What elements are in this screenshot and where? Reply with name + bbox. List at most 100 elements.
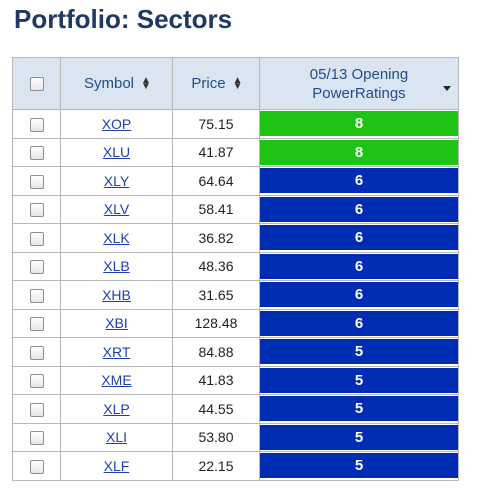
row-select-cell [12, 365, 61, 395]
symbol-link[interactable]: XME [101, 372, 132, 389]
price-cell: 48.36 [172, 251, 260, 281]
symbol-link[interactable]: XLV [103, 201, 130, 218]
row-select-cell [12, 109, 61, 139]
row-checkbox[interactable] [29, 174, 44, 189]
table-row: XRT 84.88 5 [12, 337, 459, 367]
row-checkbox[interactable] [29, 231, 44, 246]
powerrating-badge: 6 [260, 225, 458, 251]
powerrating-badge: 6 [260, 282, 458, 308]
powerrating-cell: 5 [259, 337, 459, 367]
table-row: XBI 128.48 6 [12, 308, 459, 338]
symbol-cell: XLF [60, 451, 173, 481]
row-checkbox[interactable] [29, 146, 44, 161]
row-checkbox[interactable] [29, 431, 44, 446]
price-cell: 128.48 [172, 308, 260, 338]
powerrating-badge: 6 [260, 310, 458, 336]
row-select-cell [12, 451, 61, 481]
price-cell: 41.87 [172, 137, 260, 167]
table-row: XOP 75.15 8 [12, 109, 459, 139]
row-select-cell [12, 166, 61, 196]
select-all-header [12, 57, 61, 110]
row-checkbox[interactable] [29, 117, 44, 132]
symbol-link[interactable]: XLP [103, 400, 130, 417]
page-title: Portfolio: Sectors [14, 4, 233, 34]
price-cell: 58.41 [172, 194, 260, 224]
powerrating-cell: 6 [259, 166, 459, 196]
row-checkbox[interactable] [29, 260, 44, 275]
symbol-link[interactable]: XHB [102, 286, 131, 303]
price-cell: 22.15 [172, 451, 260, 481]
sort-icon[interactable]: ▲ ▼ [141, 74, 151, 92]
symbol-cell: XME [60, 365, 173, 395]
row-checkbox[interactable] [29, 288, 44, 303]
powerrating-badge: 5 [260, 424, 458, 450]
powerrating-cell: 6 [259, 194, 459, 224]
symbol-header-label: Symbol [83, 75, 135, 93]
row-select-cell [12, 337, 61, 367]
symbol-link[interactable]: XLI [105, 429, 127, 446]
row-select-cell [12, 394, 61, 424]
powerrating-cell: 5 [259, 394, 459, 424]
symbol-cell: XLY [60, 166, 173, 196]
symbol-link[interactable]: XRT [102, 343, 131, 360]
row-select-cell [12, 137, 61, 167]
row-select-cell [12, 280, 61, 310]
table-body: XOP 75.15 8 XLU 41.87 8 XLY 64.64 6 XLV 58.41 6 XLK 3… [12, 109, 459, 481]
symbol-link[interactable]: XLU [102, 144, 131, 161]
table-row: XME 41.83 5 [12, 365, 459, 395]
price-cell: 36.82 [172, 223, 260, 253]
symbol-link[interactable]: XOP [101, 115, 132, 132]
symbol-cell: XOP [60, 109, 173, 139]
symbol-column-header[interactable]: Symbol ▲ ▼ [60, 57, 173, 110]
row-select-cell [12, 251, 61, 281]
powerrating-cell: 6 [259, 308, 459, 338]
symbol-link[interactable]: XLF [103, 457, 130, 474]
powerrating-cell: 5 [259, 365, 459, 395]
powerrating-cell: 6 [259, 251, 459, 281]
symbol-link[interactable]: XBI [105, 315, 128, 332]
symbol-cell: XLI [60, 422, 173, 452]
symbol-link[interactable]: XLK [103, 229, 130, 246]
powerratings-header-line2: PowerRatings [312, 84, 406, 102]
symbol-link[interactable]: XLB [103, 258, 130, 275]
select-all-checkbox[interactable] [29, 77, 44, 92]
powerrating-badge: 5 [260, 396, 458, 422]
table-row: XHB 31.65 6 [12, 280, 459, 310]
row-checkbox[interactable] [29, 374, 44, 389]
price-cell: 64.64 [172, 166, 260, 196]
symbol-cell: XLV [60, 194, 173, 224]
symbol-cell: XLB [60, 251, 173, 281]
powerrating-cell: 5 [259, 451, 459, 481]
powerrating-badge: 8 [260, 139, 458, 165]
powerrating-badge: 5 [260, 367, 458, 393]
table-row: XLU 41.87 8 [12, 137, 459, 167]
row-checkbox[interactable] [29, 402, 44, 417]
table-row: XLB 48.36 6 [12, 251, 459, 281]
row-checkbox[interactable] [29, 203, 44, 218]
symbol-cell: XHB [60, 280, 173, 310]
row-select-cell [12, 308, 61, 338]
symbol-cell: XBI [60, 308, 173, 338]
table-row: XLY 64.64 6 [12, 166, 459, 196]
powerrating-badge: 6 [260, 196, 458, 222]
sort-icon[interactable]: ▲ ▼ [232, 74, 243, 92]
powerrating-badge: 5 [260, 453, 458, 479]
table-row: XLV 58.41 6 [12, 194, 459, 224]
powerrating-badge: 6 [260, 253, 458, 279]
row-select-cell [12, 223, 61, 253]
row-checkbox[interactable] [29, 317, 44, 332]
powerrating-cell: 8 [259, 137, 459, 167]
row-checkbox[interactable] [29, 459, 44, 474]
caret-down-icon[interactable] [443, 85, 451, 91]
symbol-cell: XRT [60, 337, 173, 367]
price-column-header[interactable]: Price ▲ ▼ [172, 57, 260, 110]
powerrating-badge: 5 [260, 339, 458, 365]
table-row: XLF 22.15 5 [12, 451, 459, 481]
powerratings-column-header[interactable]: 05/13 Opening PowerRatings [259, 57, 459, 110]
table-header-row: Symbol ▲ ▼ Price ▲ ▼ 05/13 Opening PowerRati… [12, 57, 459, 110]
price-header-label: Price [191, 75, 226, 93]
table-row: XLI 53.80 5 [12, 422, 459, 452]
symbol-link[interactable]: XLY [103, 172, 130, 189]
row-checkbox[interactable] [29, 345, 44, 360]
powerrating-cell: 8 [259, 109, 459, 139]
